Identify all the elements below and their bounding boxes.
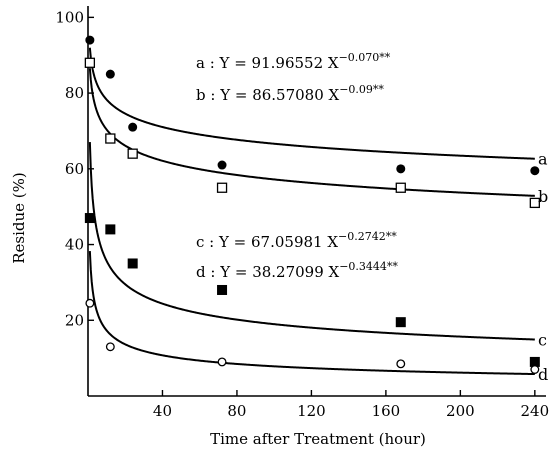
marker-c-3 bbox=[217, 284, 228, 295]
fit-curve-d bbox=[88, 251, 535, 376]
series-tag-d: d bbox=[538, 365, 548, 384]
marker-d-0 bbox=[85, 298, 95, 308]
fit-curve-a bbox=[88, 47, 535, 160]
marker-c-5 bbox=[529, 356, 540, 367]
series-tag-c: c bbox=[538, 331, 547, 350]
marker-c-4 bbox=[395, 317, 406, 328]
marker-b-0 bbox=[84, 57, 96, 68]
marker-b-3 bbox=[216, 182, 228, 193]
svg-text:a : Y = 91.96552 X−0.070**: a : Y = 91.96552 X−0.070** bbox=[196, 51, 391, 72]
equation-a: a : Y = 91.96552 X−0.070** bbox=[196, 51, 391, 72]
marker-a-1 bbox=[105, 69, 115, 79]
equation-d-body: d : Y = 38.27099 X bbox=[196, 263, 340, 281]
marker-b-5 bbox=[529, 197, 540, 209]
equation-c-exponent: −0.2742** bbox=[338, 230, 397, 243]
marker-d-1 bbox=[105, 342, 115, 352]
marker-d-2 bbox=[217, 357, 227, 367]
marker-a-0 bbox=[85, 35, 95, 45]
y-tick-label-100: 100 bbox=[55, 8, 84, 26]
y-tick-label-20: 20 bbox=[65, 311, 84, 329]
equation-d: d : Y = 38.27099 X−0.3444** bbox=[196, 260, 398, 281]
series-tag-a: a bbox=[538, 150, 548, 169]
marker-c-1 bbox=[105, 224, 116, 235]
y-axis-title: Residue (%) bbox=[10, 172, 28, 264]
marker-c-0 bbox=[84, 213, 95, 224]
equation-c: c : Y = 67.05981 X−0.2742** bbox=[196, 230, 397, 251]
x-axis-title: Time after Treatment (hour) bbox=[210, 430, 426, 448]
x-tick-label-240: 240 bbox=[521, 402, 550, 420]
y-ticks: 20 40 60 80 100 bbox=[55, 8, 94, 329]
series-tags: ab cd bbox=[538, 150, 548, 384]
x-ticks: 40 80 120 160 200 240 bbox=[153, 390, 549, 420]
svg-text:c : Y = 67.05981 X−0.2742**: c : Y = 67.05981 X−0.2742** bbox=[196, 230, 397, 251]
marker-a-2 bbox=[128, 122, 138, 132]
y-tick-label-60: 60 bbox=[65, 160, 84, 178]
equation-b: b : Y = 86.57080 X−0.09** bbox=[196, 83, 384, 104]
fit-curve-b bbox=[88, 68, 535, 197]
fit-curves bbox=[88, 47, 535, 376]
y-tick-label-40: 40 bbox=[65, 236, 84, 254]
x-tick-label-200: 200 bbox=[446, 402, 475, 420]
marker-c-2 bbox=[127, 258, 138, 269]
equation-b-body: b : Y = 86.57080 X bbox=[196, 86, 340, 104]
equation-a-exponent: −0.070** bbox=[339, 51, 391, 64]
y-tick-label-80: 80 bbox=[65, 84, 84, 102]
series-tag-b: b bbox=[538, 187, 548, 206]
fit-curve-c bbox=[88, 142, 535, 341]
marker-b-1 bbox=[105, 133, 116, 144]
equation-d-exponent: −0.3444** bbox=[339, 260, 398, 273]
marker-b-2 bbox=[127, 148, 138, 159]
equation-b-exponent: −0.09** bbox=[339, 83, 384, 96]
plot-area: 20 40 60 80 100 40 80 120 160 200 240 ab cd bbox=[55, 6, 549, 420]
x-tick-label-40: 40 bbox=[153, 402, 172, 420]
x-tick-label-80: 80 bbox=[227, 402, 246, 420]
marker-a-5 bbox=[530, 166, 540, 176]
equation-c-body: c : Y = 67.05981 X bbox=[196, 233, 338, 251]
data-markers bbox=[84, 35, 540, 374]
marker-a-3 bbox=[217, 160, 227, 170]
svg-text:d : Y = 38.27099 X−0.3444**: d : Y = 38.27099 X−0.3444** bbox=[196, 260, 398, 281]
marker-d-3 bbox=[396, 359, 406, 369]
marker-a-4 bbox=[396, 164, 406, 174]
x-tick-label-120: 120 bbox=[297, 402, 326, 420]
equation-a-body: a : Y = 91.96552 X bbox=[196, 54, 339, 72]
svg-text:b : Y = 86.57080 X−0.09**: b : Y = 86.57080 X−0.09** bbox=[196, 83, 384, 104]
marker-b-4 bbox=[395, 182, 406, 193]
x-tick-label-160: 160 bbox=[372, 402, 401, 420]
marker-d-4 bbox=[530, 365, 540, 374]
